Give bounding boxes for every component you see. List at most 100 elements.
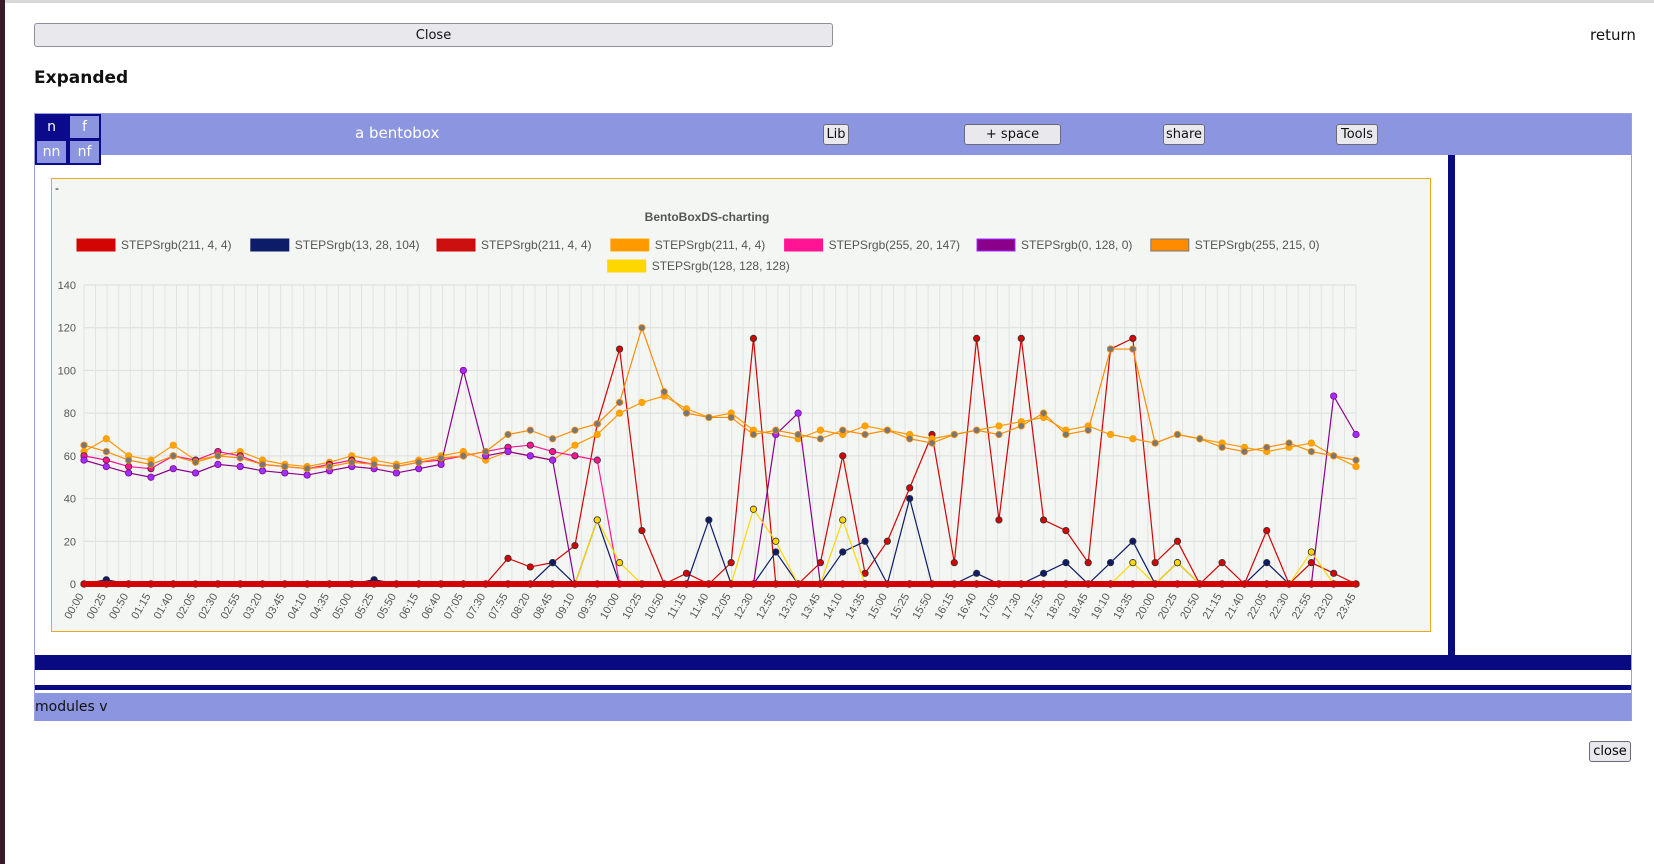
x-tick-label: 12:30 — [732, 592, 756, 622]
x-tick-label: 06:15 — [397, 592, 421, 622]
x-tick-label: 22:30 — [1267, 592, 1291, 622]
y-tick-label: 0 — [70, 579, 76, 591]
x-tick-label: 16:40 — [955, 592, 979, 622]
x-tick-label: 07:55 — [486, 592, 510, 622]
x-tick-label: 10:50 — [643, 592, 667, 622]
legend-swatch — [1150, 238, 1190, 252]
close-button[interactable]: Close — [34, 23, 833, 47]
data-point — [147, 473, 155, 481]
x-tick-label: 11:15 — [665, 592, 689, 621]
data-point — [526, 441, 534, 449]
x-tick-label: 03:45 — [263, 592, 287, 622]
layout-n-button[interactable]: n — [35, 114, 68, 140]
data-point — [682, 409, 691, 417]
x-tick-label: 20:50 — [1178, 592, 1202, 622]
data-point — [839, 426, 847, 434]
data-point — [80, 456, 88, 464]
x-tick-label: 19:35 — [1111, 592, 1135, 622]
data-point — [1330, 569, 1338, 577]
resize-handle-right[interactable] — [1448, 155, 1455, 655]
data-point — [125, 469, 133, 477]
x-tick-label: 23:45 — [1334, 592, 1358, 622]
data-point — [571, 441, 579, 449]
data-point — [906, 484, 914, 492]
legend-label: STEPSrgb(255, 215, 0) — [1195, 238, 1320, 252]
data-point — [861, 569, 869, 577]
modules-bar[interactable]: modules v — [35, 693, 1631, 721]
data-point — [437, 460, 445, 468]
data-point — [214, 460, 222, 468]
data-point — [549, 456, 557, 464]
data-point — [950, 430, 958, 439]
layout-nf-button[interactable]: nf — [68, 139, 101, 165]
data-point — [214, 452, 222, 460]
data-point — [80, 441, 88, 449]
data-point — [727, 559, 735, 567]
chart-dash: - — [55, 181, 59, 195]
x-tick-label: 07:30 — [464, 592, 488, 622]
data-point — [571, 541, 579, 550]
data-point — [928, 439, 936, 447]
data-point — [102, 462, 110, 471]
data-point — [1173, 559, 1182, 567]
data-point — [705, 516, 713, 524]
data-point — [125, 462, 133, 471]
x-tick-label: 00:25 — [85, 592, 109, 622]
data-point — [504, 447, 512, 456]
steps-chart[interactable]: BentoBoxDS-charting STEPSrgb(211, 4, 4) ST… — [52, 179, 1432, 633]
resize-handle-bottom[interactable] — [35, 655, 1631, 670]
data-point — [749, 430, 758, 439]
x-tick-label: 12:05 — [710, 592, 734, 622]
x-tick-label: 10:25 — [620, 592, 644, 622]
x-tick-label: 05:00 — [330, 592, 354, 622]
page-heading: Expanded — [34, 68, 129, 88]
x-tick-label: 19:10 — [1089, 592, 1113, 622]
data-point — [102, 447, 110, 456]
x-tick-label: 02:55 — [219, 592, 243, 622]
data-point — [1263, 443, 1271, 451]
data-point — [459, 452, 467, 460]
lib-button[interactable]: Lib — [823, 124, 849, 145]
y-tick-label: 140 — [58, 280, 76, 292]
x-tick-label: 12:55 — [754, 592, 778, 622]
data-point — [549, 435, 557, 443]
data-point — [236, 462, 244, 471]
data-point — [1039, 409, 1048, 417]
data-point — [615, 409, 624, 417]
bentobox-header: n f nn nf a bentobox Lib + space share T… — [35, 114, 1631, 165]
data-point — [883, 426, 891, 434]
data-point — [1218, 443, 1226, 451]
x-tick-label: 01:40 — [152, 592, 176, 622]
data-point — [571, 452, 579, 460]
x-tick-label: 22:05 — [1245, 592, 1269, 622]
divider-bar — [35, 685, 1631, 690]
share-button[interactable]: share — [1163, 124, 1205, 145]
data-point — [772, 548, 780, 556]
data-point — [593, 430, 601, 439]
tools-button[interactable]: Tools — [1336, 124, 1378, 145]
x-tick-label: 08:45 — [531, 592, 555, 622]
data-point — [1151, 559, 1159, 567]
close-bottom-button[interactable]: close — [1589, 741, 1631, 762]
data-point — [705, 413, 713, 422]
data-point — [816, 435, 825, 443]
data-point — [861, 537, 869, 545]
series-line — [83, 325, 1357, 470]
data-point — [1106, 345, 1115, 353]
add-space-button[interactable]: + space — [964, 124, 1061, 145]
data-point — [1285, 439, 1293, 447]
layout-f-button[interactable]: f — [68, 114, 101, 140]
data-point — [348, 458, 356, 466]
legend-swatch — [436, 238, 476, 252]
data-point — [169, 465, 177, 473]
data-point — [906, 435, 914, 443]
layout-nn-button[interactable]: nn — [35, 139, 68, 165]
data-point — [1039, 516, 1048, 524]
modules-toggle[interactable]: modules v — [35, 699, 108, 715]
data-point — [995, 516, 1003, 524]
x-tick-label: 02:30 — [196, 592, 220, 622]
data-point — [638, 398, 646, 407]
data-point — [281, 469, 289, 477]
data-point — [615, 398, 624, 407]
return-link[interactable]: return — [1590, 26, 1636, 44]
